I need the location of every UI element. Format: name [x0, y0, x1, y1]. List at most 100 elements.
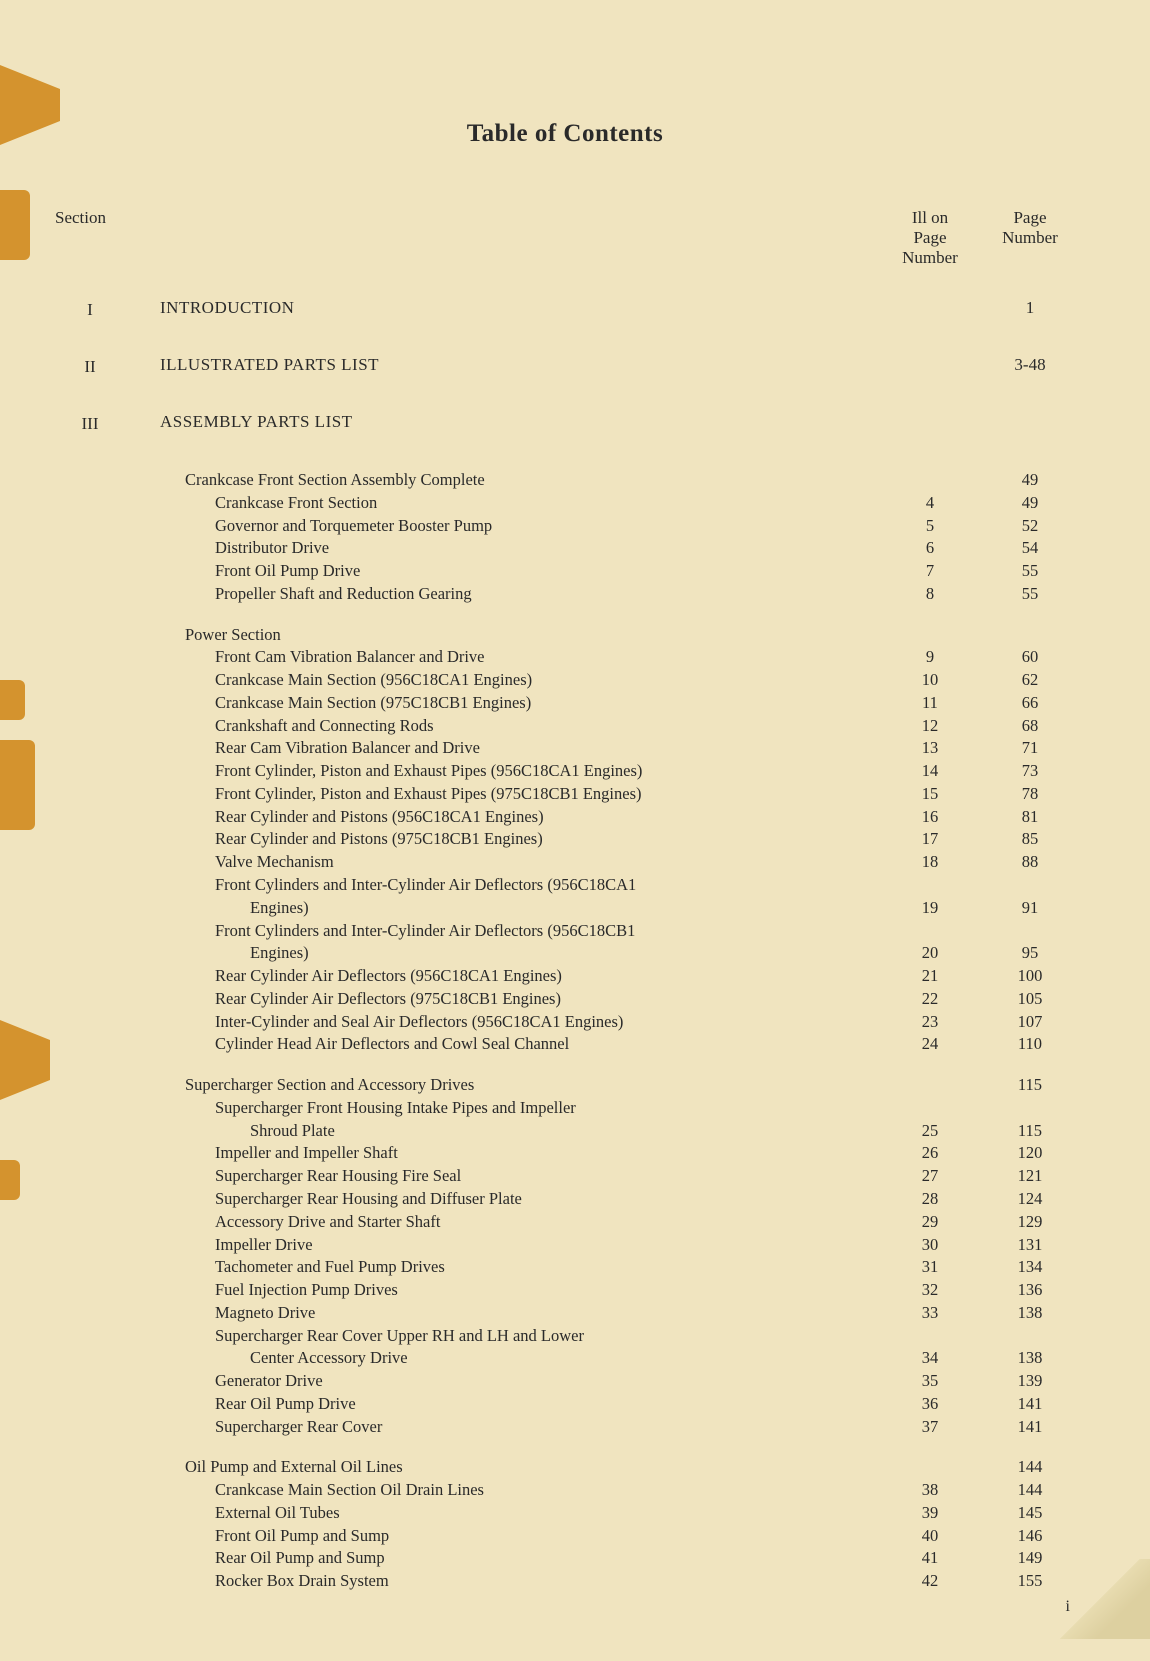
- toc-entry: Front Cylinders and Inter-Cylinder Air D…: [50, 920, 1080, 943]
- entry-ill: [880, 624, 980, 647]
- entry-title: Rear Cam Vibration Balancer and Drive: [50, 737, 880, 760]
- entry-page: 121: [980, 1165, 1080, 1188]
- group-heading: Oil Pump and External Oil Lines144: [50, 1456, 1080, 1479]
- entry-ill: [880, 1456, 980, 1479]
- toc-entry: Rear Oil Pump Drive36141: [50, 1393, 1080, 1416]
- toc-entry: Supercharger Front Housing Intake Pipes …: [50, 1097, 1080, 1120]
- entry-ill: 13: [880, 737, 980, 760]
- header-page: Page Number: [980, 208, 1080, 268]
- page-corner-fold: [1050, 1559, 1150, 1639]
- toc-entry: Crankshaft and Connecting Rods1268: [50, 715, 1080, 738]
- entry-title: Power Section: [50, 624, 880, 647]
- toc-group: Crankcase Front Section Assembly Complet…: [50, 469, 1080, 606]
- entry-title: Governor and Torquemeter Booster Pump: [50, 515, 880, 538]
- toc-group: Oil Pump and External Oil Lines144Crankc…: [50, 1456, 1080, 1593]
- entry-page: 55: [980, 560, 1080, 583]
- entry-title: Rear Cylinder Air Deflectors (956C18CA1 …: [50, 965, 880, 988]
- entry-page: 146: [980, 1525, 1080, 1548]
- document-page: Table of Contents Section Ill on Page Nu…: [0, 0, 1150, 1661]
- entry-title: Front Cam Vibration Balancer and Drive: [50, 646, 880, 669]
- entry-page: [980, 1097, 1080, 1120]
- header-section: Section: [50, 208, 135, 268]
- entry-title: Valve Mechanism: [50, 851, 880, 874]
- entry-ill: 7: [880, 560, 980, 583]
- toc-entry: Crankcase Main Section Oil Drain Lines38…: [50, 1479, 1080, 1502]
- entry-ill: 18: [880, 851, 980, 874]
- entry-ill: 39: [880, 1502, 980, 1525]
- entry-page: 138: [980, 1347, 1080, 1370]
- section-page: 1: [980, 298, 1080, 318]
- toc-entry: Governor and Torquemeter Booster Pump552: [50, 515, 1080, 538]
- entry-ill: 20: [880, 942, 980, 965]
- entry-page: 49: [980, 469, 1080, 492]
- section-number: II: [50, 355, 130, 377]
- entry-title: Tachometer and Fuel Pump Drives: [50, 1256, 880, 1279]
- entry-title: Propeller Shaft and Reduction Gearing: [50, 583, 880, 606]
- entry-page: [980, 1325, 1080, 1348]
- entry-title: Oil Pump and External Oil Lines: [50, 1456, 880, 1479]
- entry-title: Crankshaft and Connecting Rods: [50, 715, 880, 738]
- entry-title: Supercharger Front Housing Intake Pipes …: [50, 1097, 880, 1120]
- toc-entry: Accessory Drive and Starter Shaft29129: [50, 1211, 1080, 1234]
- entry-page: 62: [980, 669, 1080, 692]
- entry-ill: 9: [880, 646, 980, 669]
- entry-title: Front Oil Pump and Sump: [50, 1525, 880, 1548]
- toc-entry: Crankcase Front Section449: [50, 492, 1080, 515]
- entry-ill: 16: [880, 806, 980, 829]
- entry-title: Fuel Injection Pump Drives: [50, 1279, 880, 1302]
- entry-page: 141: [980, 1416, 1080, 1439]
- entry-ill: 4: [880, 492, 980, 515]
- entry-page: 115: [980, 1120, 1080, 1143]
- toc-entry: Impeller and Impeller Shaft26120: [50, 1142, 1080, 1165]
- toc-entry: Crankcase Main Section (956C18CA1 Engine…: [50, 669, 1080, 692]
- entry-page: 110: [980, 1033, 1080, 1056]
- entry-page: [980, 920, 1080, 943]
- toc-entry: Rocker Box Drain System42155: [50, 1570, 1080, 1593]
- entry-title: Supercharger Rear Cover Upper RH and LH …: [50, 1325, 880, 1348]
- toc-entry-cont: Engines)1991: [50, 897, 1080, 920]
- entry-page: 131: [980, 1234, 1080, 1257]
- entry-title: Cylinder Head Air Deflectors and Cowl Se…: [50, 1033, 880, 1056]
- entry-ill: 42: [880, 1570, 980, 1593]
- toc-entry: External Oil Tubes39145: [50, 1502, 1080, 1525]
- entry-ill: 23: [880, 1011, 980, 1034]
- entry-page: 100: [980, 965, 1080, 988]
- group-heading: Power Section: [50, 624, 1080, 647]
- entry-ill: 17: [880, 828, 980, 851]
- entry-ill: [880, 874, 980, 897]
- entry-title: Magneto Drive: [50, 1302, 880, 1325]
- entry-page: 141: [980, 1393, 1080, 1416]
- toc-entry: Supercharger Rear Housing Fire Seal27121: [50, 1165, 1080, 1188]
- toc-entry: Front Cylinder, Piston and Exhaust Pipes…: [50, 783, 1080, 806]
- entry-title: Rear Oil Pump and Sump: [50, 1547, 880, 1570]
- entry-title: Rocker Box Drain System: [50, 1570, 880, 1593]
- entry-page: 138: [980, 1302, 1080, 1325]
- entry-title: Rear Oil Pump Drive: [50, 1393, 880, 1416]
- entry-title: Front Cylinders and Inter-Cylinder Air D…: [50, 874, 880, 897]
- toc-entry: Supercharger Rear Housing and Diffuser P…: [50, 1188, 1080, 1211]
- toc-entry: Supercharger Rear Cover37141: [50, 1416, 1080, 1439]
- toc-entry: Rear Cylinder and Pistons (956C18CA1 Eng…: [50, 806, 1080, 829]
- entry-ill: 10: [880, 669, 980, 692]
- entry-ill: [880, 1074, 980, 1097]
- entry-ill: 22: [880, 988, 980, 1011]
- entry-title: Rear Cylinder and Pistons (975C18CB1 Eng…: [50, 828, 880, 851]
- entry-ill: 32: [880, 1279, 980, 1302]
- entry-ill: 8: [880, 583, 980, 606]
- entry-page: 139: [980, 1370, 1080, 1393]
- entry-ill: 40: [880, 1525, 980, 1548]
- entry-page: 129: [980, 1211, 1080, 1234]
- entry-title: Crankcase Main Section (975C18CB1 Engine…: [50, 692, 880, 715]
- entry-ill: 29: [880, 1211, 980, 1234]
- entry-title-cont: Shroud Plate: [50, 1120, 880, 1143]
- entry-ill: 35: [880, 1370, 980, 1393]
- entry-ill: 27: [880, 1165, 980, 1188]
- group-heading: Supercharger Section and Accessory Drive…: [50, 1074, 1080, 1097]
- entry-title: Generator Drive: [50, 1370, 880, 1393]
- toc-entry: Rear Cylinder Air Deflectors (956C18CA1 …: [50, 965, 1080, 988]
- entry-ill: 28: [880, 1188, 980, 1211]
- entry-page: 85: [980, 828, 1080, 851]
- entry-ill: 12: [880, 715, 980, 738]
- entry-ill: 30: [880, 1234, 980, 1257]
- entry-page: 107: [980, 1011, 1080, 1034]
